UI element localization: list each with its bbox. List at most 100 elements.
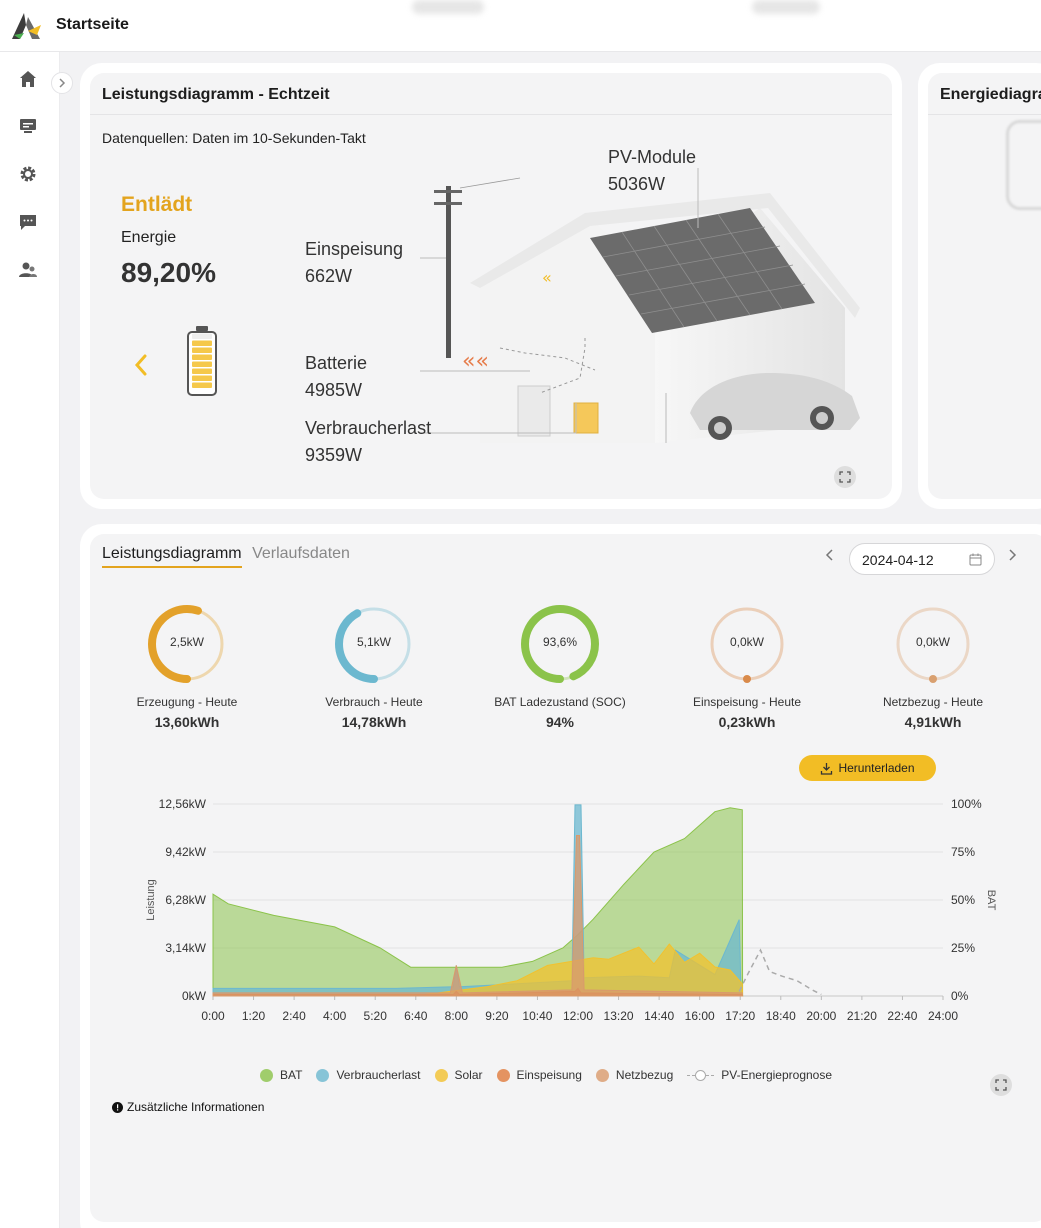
- battery-level-bar: [192, 375, 212, 381]
- realtime-card-body: Leistungsdiagramm - Echtzeit Datenquelle…: [90, 73, 892, 499]
- tab-power-chart[interactable]: Leistungsdiagramm: [102, 545, 242, 568]
- energy-card-title: Energiediagra: [940, 86, 1041, 103]
- x-tick-label: 10:40: [522, 1009, 552, 1023]
- battery-status: Entlädt: [121, 193, 193, 216]
- realtime-expand-button[interactable]: [834, 466, 856, 488]
- history-card: Leistungsdiagramm Verlaufsdaten 2024-04-…: [80, 524, 1041, 1228]
- gauge-ring: [708, 605, 786, 683]
- legend-label: PV-Energieprognose: [721, 1068, 833, 1082]
- power-pole: [434, 177, 521, 358]
- feed-in-flow-arrows: ««: [462, 349, 489, 374]
- app-logo[interactable]: [10, 11, 42, 41]
- prev-date-button[interactable]: [825, 548, 835, 566]
- settings-icon[interactable]: [16, 162, 40, 186]
- load-flow: Verbraucherlast 9359W: [305, 415, 431, 469]
- kpi-title: Netzbezug - Heute: [882, 695, 984, 709]
- energy-diagram-blurred: [1006, 120, 1041, 210]
- legend-marker: [434, 1068, 448, 1082]
- pv-panels: [590, 208, 815, 333]
- y-axis-label: Leistung: [145, 879, 157, 921]
- download-icon: [821, 762, 833, 775]
- gauge-ring: [521, 605, 599, 683]
- legend-item[interactable]: BAT: [260, 1068, 302, 1082]
- energy-value: 89,20%: [121, 257, 216, 288]
- legend-label: Verbraucherlast: [336, 1068, 421, 1082]
- devices-icon[interactable]: [16, 114, 40, 138]
- additional-info[interactable]: Zusätzliche Informationen: [112, 1100, 264, 1114]
- next-date-button[interactable]: [1007, 548, 1017, 566]
- kpi-title: Einspeisung - Heute: [692, 695, 802, 709]
- kpi-value: 14,78kWh: [341, 714, 407, 730]
- info-icon: [112, 1101, 123, 1113]
- gauge-marker: [930, 676, 936, 682]
- battery-flow-value: 4985W: [305, 380, 363, 400]
- legend-item[interactable]: Einspeisung: [496, 1068, 582, 1082]
- series-bat: [212, 807, 744, 997]
- load-label: Verbraucherlast: [305, 418, 432, 438]
- history-card-body: Leistungsdiagramm Verlaufsdaten 2024-04-…: [90, 534, 1041, 1222]
- chevron-right-icon: [1009, 549, 1017, 561]
- page-title: Startseite: [56, 16, 129, 33]
- battery-level-bar: [192, 354, 212, 360]
- legend-label: Netzbezug: [615, 1068, 674, 1082]
- users-icon[interactable]: [16, 258, 40, 282]
- feed-in-flow: Einspeisung 662W: [305, 236, 403, 290]
- legend-item[interactable]: PV-Energieprognose: [687, 1068, 832, 1082]
- feed-in-value: 662W: [305, 266, 353, 286]
- gauge-ring: [894, 605, 972, 683]
- legend-item[interactable]: Netzbezug: [595, 1068, 674, 1082]
- sidebar-collapse-button[interactable]: [51, 72, 73, 94]
- y2-tick-label: 0%: [951, 989, 969, 1003]
- kpi-gauge: 0,0kW: [707, 604, 787, 684]
- gauge-fill: [335, 605, 413, 683]
- x-tick-label: 12:00: [563, 1009, 593, 1023]
- chart-expand-button[interactable]: [990, 1074, 1012, 1096]
- y-tick-label: 12,56kW: [159, 797, 207, 811]
- battery-level-bar: [192, 361, 212, 367]
- y2-tick-label: 50%: [951, 893, 975, 907]
- flow-label-lines: [420, 257, 577, 434]
- y2-tick-label: 75%: [951, 845, 975, 859]
- x-tick-label: 8:00: [445, 1009, 469, 1023]
- series-pv-energieprognose: [738, 948, 822, 996]
- tab-history-data[interactable]: Verlaufsdaten: [252, 545, 350, 562]
- gauge-value: 0,0kW: [915, 635, 950, 649]
- kpi-value: 0,23kWh: [718, 714, 776, 730]
- gauge-value: 5,1kW: [356, 635, 391, 649]
- x-tick-label: 6:40: [404, 1009, 428, 1023]
- gauge-value: 0,0kW: [729, 635, 764, 649]
- legend-item[interactable]: Solar: [434, 1068, 483, 1082]
- battery-level-bar: [192, 347, 212, 353]
- battery-level-bar: [192, 340, 212, 346]
- realtime-card: Leistungsdiagramm - Echtzeit Datenquelle…: [80, 63, 902, 509]
- expand-icon: [839, 471, 851, 483]
- series-netzbezug: [212, 835, 743, 997]
- power-chart: 0kW 0% 3,14kW 25% 6,28kW 50% 9,42kW 75% 12,56kW 1…: [145, 797, 997, 1023]
- download-button[interactable]: Herunterladen: [799, 755, 936, 781]
- messages-icon[interactable]: [16, 210, 40, 234]
- home-icon[interactable]: [16, 67, 40, 91]
- kpi-value: 4,91kWh: [904, 714, 962, 730]
- legend-marker: [595, 1068, 609, 1082]
- sidebar: [0, 52, 60, 1228]
- x-tick-label: 9:20: [485, 1009, 509, 1023]
- legend-item[interactable]: Verbraucherlast: [316, 1068, 421, 1082]
- energy-card-header: Energiediagra: [928, 73, 1041, 115]
- gauge-value: 93,6%: [542, 635, 578, 649]
- battery-flow: Batterie 4985W: [305, 350, 367, 404]
- house-illustration: « ««: [434, 168, 860, 443]
- date-picker[interactable]: 2024-04-12: [849, 543, 995, 575]
- kpi-gauge: 0,0kW: [893, 604, 973, 684]
- y-tick-label: 6,28kW: [165, 893, 206, 907]
- y-tick-label: 9,42kW: [165, 845, 206, 859]
- blurred-stat: [412, 0, 484, 14]
- battery-flow-label: Batterie: [305, 353, 368, 373]
- blurred-stat: [752, 0, 820, 14]
- battery-level-bar: [192, 333, 212, 339]
- y2-tick-label: 100%: [951, 797, 982, 811]
- x-tick-label: 14:40: [644, 1009, 674, 1023]
- gauge-ring: [148, 605, 226, 683]
- expand-icon: [995, 1079, 1007, 1091]
- gauge-fill: [148, 605, 226, 683]
- legend-marker: [316, 1068, 330, 1082]
